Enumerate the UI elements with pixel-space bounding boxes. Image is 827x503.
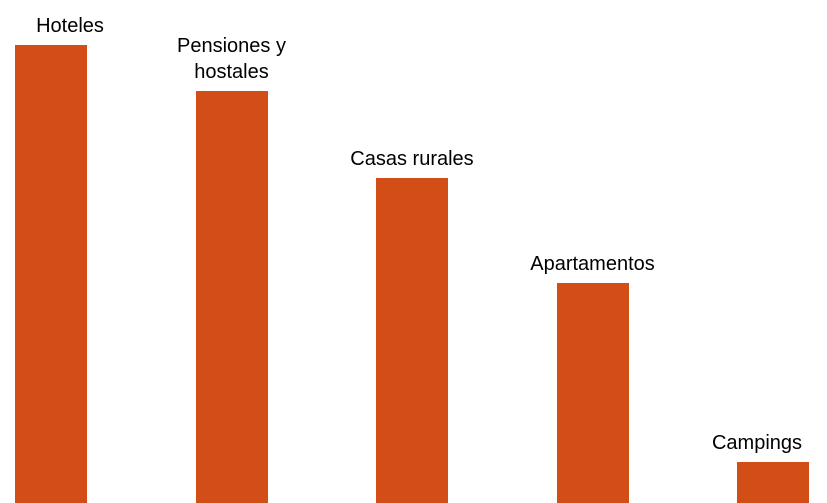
category-label: Hoteles (36, 15, 104, 37)
bar (737, 461, 809, 503)
bar (15, 45, 87, 503)
bar (195, 90, 268, 503)
bar (376, 177, 448, 503)
category-label: Apartamentos (530, 253, 655, 276)
category-label: Pensiones y hostales (177, 34, 286, 83)
category-label: Casas rurales (350, 147, 474, 170)
bar (556, 283, 629, 503)
category-label: Campings (711, 431, 803, 454)
